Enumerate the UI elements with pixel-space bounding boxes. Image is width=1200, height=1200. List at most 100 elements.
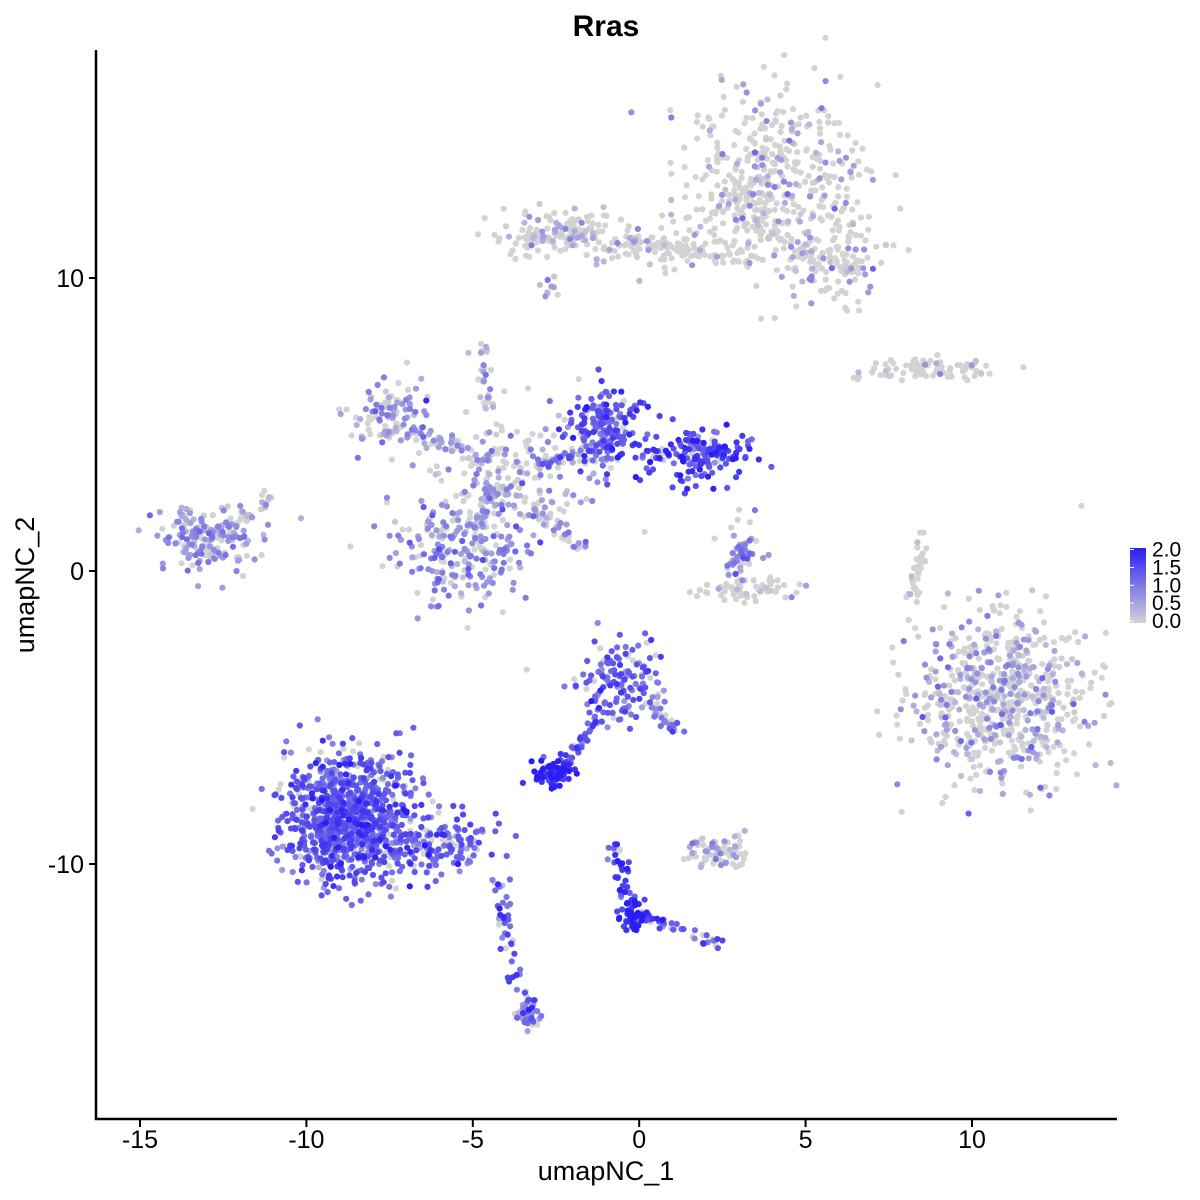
- data-point: [219, 528, 226, 536]
- data-point: [1006, 719, 1013, 726]
- data-point: [524, 1028, 531, 1035]
- data-point: [484, 394, 491, 401]
- data-point: [537, 471, 544, 479]
- data-point: [307, 833, 315, 841]
- data-point: [908, 573, 915, 580]
- data-point: [385, 808, 392, 815]
- data-point: [464, 624, 471, 631]
- data-point: [439, 569, 446, 576]
- data-point: [501, 546, 508, 553]
- data-point: [713, 168, 720, 175]
- data-point: [964, 750, 971, 758]
- data-point: [1061, 748, 1068, 755]
- data-point: [613, 420, 620, 428]
- data-point: [730, 456, 737, 463]
- data-point: [495, 474, 502, 481]
- data-point: [361, 868, 368, 876]
- data-point: [394, 771, 401, 778]
- data-point: [499, 899, 506, 906]
- data-point: [973, 695, 980, 702]
- data-point: [358, 821, 365, 829]
- data-point: [283, 738, 290, 745]
- data-point: [854, 257, 861, 264]
- data-point: [284, 818, 291, 825]
- data-point: [951, 782, 958, 789]
- data-point: [271, 834, 278, 841]
- data-point: [386, 863, 393, 870]
- data-point: [527, 446, 534, 453]
- data-point: [452, 572, 459, 579]
- data-point: [759, 162, 766, 169]
- data-point: [384, 412, 391, 419]
- data-point: [753, 583, 760, 590]
- data-point: [771, 72, 778, 79]
- data-point: [669, 416, 676, 423]
- data-point: [1070, 718, 1077, 725]
- data-point: [831, 295, 838, 302]
- data-point: [429, 596, 437, 603]
- data-point: [816, 202, 823, 210]
- data-point: [609, 709, 616, 717]
- data-point: [1042, 641, 1049, 649]
- data-point: [355, 797, 362, 805]
- data-point: [718, 592, 725, 599]
- data-point: [179, 534, 186, 541]
- data-point: [976, 606, 983, 614]
- data-point: [547, 217, 554, 224]
- data-point: [534, 1008, 541, 1015]
- data-point: [1000, 701, 1007, 708]
- data-point: [794, 130, 801, 137]
- data-point: [289, 794, 296, 801]
- data-point: [1065, 634, 1073, 641]
- data-point: [376, 762, 383, 770]
- data-point: [274, 845, 281, 852]
- data-point: [439, 831, 446, 838]
- data-point: [407, 761, 414, 769]
- data-point: [222, 552, 229, 559]
- data-point: [296, 722, 303, 729]
- data-point: [658, 225, 665, 232]
- data-point: [421, 842, 428, 849]
- data-point: [439, 554, 446, 561]
- data-point: [530, 235, 537, 242]
- data-point: [600, 709, 607, 716]
- data-point: [243, 552, 250, 560]
- data-point: [474, 456, 481, 463]
- data-point: [491, 565, 498, 572]
- data-point: [659, 916, 666, 924]
- data-point: [542, 426, 549, 433]
- data-point: [686, 589, 694, 596]
- data-point: [785, 147, 793, 155]
- data-point: [454, 861, 462, 868]
- data-point: [730, 532, 737, 539]
- data-point: [366, 864, 373, 872]
- data-point: [809, 154, 816, 161]
- data-point: [844, 307, 851, 314]
- data-point: [392, 782, 399, 789]
- data-point: [475, 839, 482, 846]
- data-point: [634, 225, 642, 233]
- data-point: [406, 400, 413, 407]
- data-point: [1076, 694, 1083, 702]
- data-point: [589, 220, 596, 227]
- data-point: [819, 249, 826, 257]
- data-point: [278, 794, 285, 802]
- data-point: [944, 664, 952, 671]
- data-point: [315, 864, 322, 871]
- data-point: [860, 265, 867, 272]
- data-point: [412, 408, 419, 416]
- data-point: [954, 362, 961, 369]
- data-point: [643, 238, 650, 245]
- data-point: [684, 485, 691, 492]
- data-point: [473, 515, 480, 522]
- data-point: [443, 851, 450, 858]
- data-point: [618, 402, 625, 409]
- data-point: [937, 743, 945, 750]
- data-point: [944, 590, 952, 597]
- data-point: [983, 698, 990, 706]
- data-point: [1073, 771, 1080, 778]
- data-point: [1113, 782, 1120, 789]
- data-point: [459, 803, 466, 810]
- data-point: [532, 474, 539, 481]
- data-point: [595, 704, 603, 712]
